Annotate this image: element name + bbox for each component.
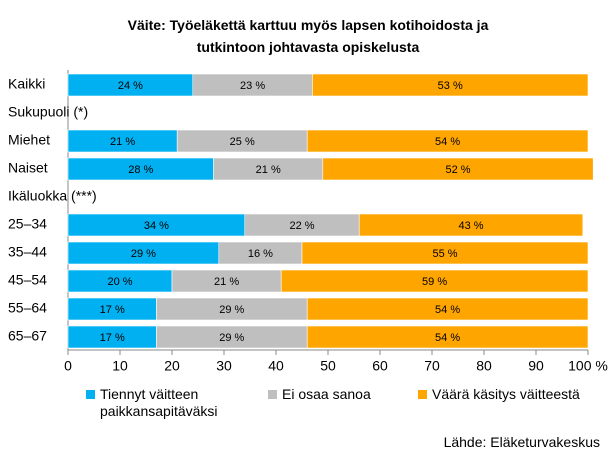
- value-label: 17 %: [100, 332, 125, 344]
- x-tick-label: 20: [164, 358, 180, 374]
- x-tick-label: 90: [528, 358, 544, 374]
- y-tick-label: 45–54: [8, 272, 47, 288]
- bar-segment: [306, 297, 589, 321]
- value-label: 17 %: [100, 304, 125, 316]
- value-label: 29 %: [131, 248, 156, 260]
- x-tick-label: 0: [64, 358, 72, 374]
- bar-segment: [301, 241, 589, 265]
- value-label: 54 %: [435, 304, 460, 316]
- bar-segment: [358, 213, 584, 237]
- value-label: 29 %: [219, 304, 244, 316]
- y-tick-label: 35–44: [8, 244, 47, 260]
- legend-swatch: [418, 390, 427, 399]
- y-tick-label: Sukupuoli (*): [8, 104, 88, 120]
- value-label: 53 %: [438, 80, 463, 92]
- bar-segment: [306, 325, 589, 349]
- bar-segment: [312, 73, 589, 97]
- chart-title: Väite: Työeläkettä karttuu myös lapsen k…: [127, 17, 489, 55]
- legend-label: Tiennyt väitteen paikkansapitäväksi: [100, 386, 218, 419]
- x-tick-label: 10: [112, 358, 128, 374]
- y-tick-label: Kaikki: [8, 76, 45, 92]
- value-label: 43 %: [458, 220, 483, 232]
- source: Lähde: Eläketurvakeskus: [443, 434, 600, 450]
- value-label: 25 %: [230, 136, 255, 148]
- bar-segment: [280, 269, 589, 293]
- x-tick-label: 60: [372, 358, 388, 374]
- x-tick-label: 30: [216, 358, 232, 374]
- legend-swatch: [268, 390, 277, 399]
- value-label: 21 %: [214, 276, 239, 288]
- y-tick-label: 65–67: [8, 328, 47, 344]
- y-tick-label: Ikäluokka (***): [8, 188, 97, 204]
- x-tick-label: 80: [476, 358, 492, 374]
- value-label: 22 %: [289, 220, 314, 232]
- x-tick-label: 100 %: [568, 358, 608, 374]
- value-label: 34 %: [144, 220, 169, 232]
- legend-label: Väärä käsitys väitteestä: [432, 386, 580, 402]
- value-label: 21 %: [256, 164, 281, 176]
- y-tick-label: 55–64: [8, 300, 47, 316]
- value-label: 59 %: [422, 276, 447, 288]
- value-label: 54 %: [435, 136, 460, 148]
- legend-swatch: [86, 390, 95, 399]
- value-label: 24 %: [118, 80, 143, 92]
- value-label: 28 %: [128, 164, 153, 176]
- x-tick-label: 50: [320, 358, 336, 374]
- value-label: 54 %: [435, 332, 460, 344]
- x-tick-label: 70: [424, 358, 440, 374]
- value-label: 52 %: [445, 164, 470, 176]
- value-label: 55 %: [432, 248, 457, 260]
- value-label: 29 %: [219, 332, 244, 344]
- y-tick-label: Miehet: [8, 132, 50, 148]
- value-label: 23 %: [240, 80, 265, 92]
- legend-label: Ei osaa sanoa: [282, 386, 371, 402]
- y-tick-label: 25–34: [8, 216, 47, 232]
- bar-segment: [306, 129, 589, 153]
- y-tick-label: Naiset: [8, 160, 48, 176]
- value-label: 16 %: [248, 248, 273, 260]
- value-label: 20 %: [107, 276, 132, 288]
- bar-segment: [322, 157, 594, 181]
- value-label: 21 %: [110, 136, 135, 148]
- x-tick-label: 40: [268, 358, 284, 374]
